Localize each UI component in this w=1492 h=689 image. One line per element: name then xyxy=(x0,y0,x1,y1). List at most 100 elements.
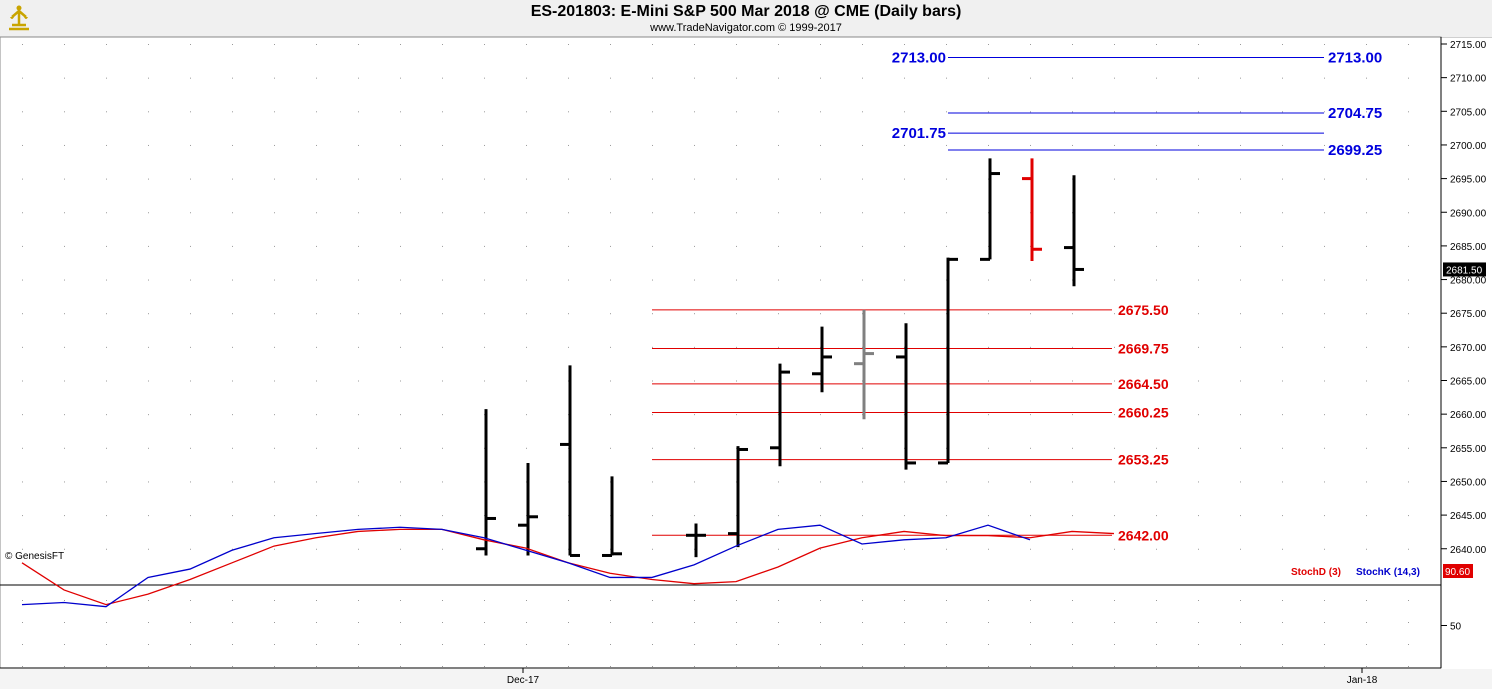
grid-dot xyxy=(148,414,149,416)
grid-dot xyxy=(652,178,653,180)
grid-dot xyxy=(22,313,23,315)
grid-dot xyxy=(232,212,233,214)
grid-dot xyxy=(694,447,695,449)
grid-dot xyxy=(946,77,947,79)
grid-dot xyxy=(358,447,359,449)
ohlc-bar xyxy=(980,158,1000,261)
grid-dot xyxy=(568,600,569,601)
grid-dot xyxy=(568,245,569,247)
grid-dot xyxy=(1240,245,1241,247)
grid-dot xyxy=(694,644,695,645)
grid-dot xyxy=(442,212,443,214)
grid-dot xyxy=(190,447,191,449)
grid-dot xyxy=(1324,380,1325,382)
stoch-value-label: 90.60 xyxy=(1445,567,1470,578)
grid-dot xyxy=(1408,44,1409,45)
grid-dot xyxy=(484,245,485,247)
grid-dot xyxy=(1366,515,1367,517)
grid-dot xyxy=(148,481,149,483)
grid-dot xyxy=(1114,447,1115,449)
grid-dot xyxy=(316,414,317,416)
grid-dot xyxy=(1324,481,1325,483)
grid-dot xyxy=(946,212,947,214)
grid-dot xyxy=(1282,481,1283,483)
grid-dot xyxy=(1324,313,1325,315)
grid-dot xyxy=(1408,600,1409,601)
grid-dot xyxy=(1156,77,1157,79)
grid-dot xyxy=(148,279,149,281)
grid-dot xyxy=(1030,44,1031,45)
grid-dot xyxy=(442,346,443,348)
stoch-series-line xyxy=(21,524,1031,608)
grid-dot xyxy=(190,111,191,113)
grid-dot xyxy=(400,279,401,281)
grid-dot xyxy=(1156,644,1157,645)
grid-dot xyxy=(106,666,107,667)
grid-dot xyxy=(190,245,191,247)
grid-dot xyxy=(22,666,23,667)
grid-dot xyxy=(946,245,947,247)
grid-dot xyxy=(148,644,149,645)
grid-dot xyxy=(316,622,317,623)
grid-dot xyxy=(904,515,905,517)
grid-dot xyxy=(526,447,527,449)
grid-dot xyxy=(694,279,695,281)
grid-dot xyxy=(22,447,23,449)
grid-dot xyxy=(1240,212,1241,214)
grid-dot xyxy=(1324,666,1325,667)
grid-dot xyxy=(652,346,653,348)
grid-dot xyxy=(358,346,359,348)
ohlc-bar xyxy=(728,446,748,548)
grid-dot xyxy=(1408,77,1409,79)
grid-dot xyxy=(1282,178,1283,180)
grid-dot xyxy=(610,380,611,382)
grid-dot xyxy=(820,279,821,281)
grid-dot xyxy=(22,144,23,146)
grid-dot xyxy=(64,644,65,645)
grid-dot xyxy=(1408,515,1409,517)
grid-dot xyxy=(946,144,947,146)
grid-dots xyxy=(22,44,1409,667)
grid-dot xyxy=(1282,111,1283,113)
grid-dot xyxy=(862,622,863,623)
grid-dot xyxy=(106,414,107,416)
grid-dot xyxy=(1156,44,1157,45)
grid-dot xyxy=(1156,447,1157,449)
grid-dot xyxy=(1282,313,1283,315)
grid-dot xyxy=(1030,447,1031,449)
grid-dot xyxy=(64,346,65,348)
grid-dot xyxy=(820,447,821,449)
grid-dot xyxy=(988,515,989,517)
grid-dot xyxy=(64,380,65,382)
grid-dot xyxy=(106,644,107,645)
grid-dot xyxy=(1030,279,1031,281)
grid-dot xyxy=(274,666,275,667)
grid-dot xyxy=(22,644,23,645)
grid-dot xyxy=(1282,44,1283,45)
grid-dot xyxy=(652,212,653,214)
grid-dot xyxy=(1114,481,1115,483)
grid-dot xyxy=(148,666,149,667)
grid-dot xyxy=(778,666,779,667)
grid-dot xyxy=(1366,212,1367,214)
grid-dot xyxy=(568,77,569,79)
grid-dot xyxy=(358,666,359,667)
grid-dot xyxy=(442,414,443,416)
grid-dot xyxy=(1408,313,1409,315)
grid-dot xyxy=(946,666,947,667)
grid-dot xyxy=(232,44,233,45)
grid-dot xyxy=(22,178,23,180)
grid-dot xyxy=(862,279,863,281)
grid-dot xyxy=(106,111,107,113)
grid-dot xyxy=(64,600,65,601)
grid-dot xyxy=(316,481,317,483)
grid-dot xyxy=(1114,245,1115,247)
grid-dot xyxy=(904,212,905,214)
grid-dot xyxy=(694,245,695,247)
ohlc-bar xyxy=(854,309,874,420)
grid-dot xyxy=(610,447,611,449)
grid-dot xyxy=(694,44,695,45)
grid-dot xyxy=(484,111,485,113)
grid-dot xyxy=(232,178,233,180)
